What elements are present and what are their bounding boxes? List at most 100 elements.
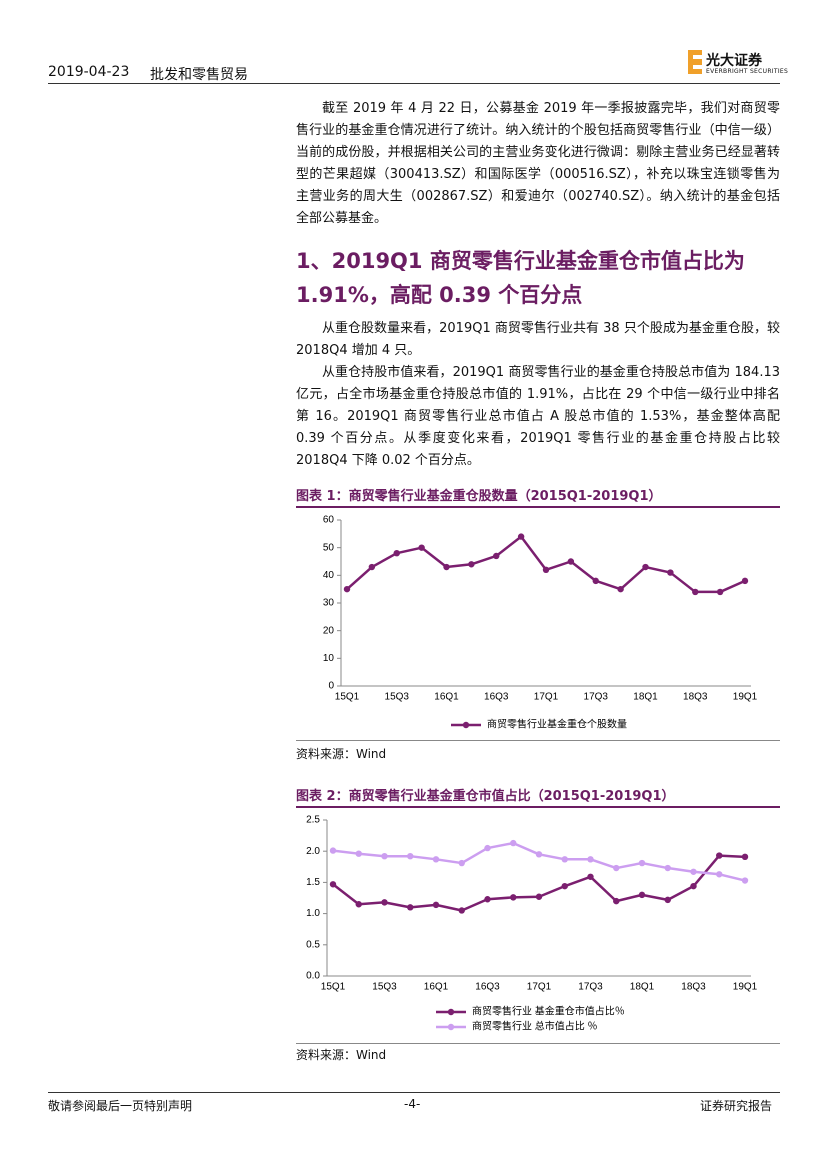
x-tick-label: 16Q1 — [424, 982, 449, 993]
x-tick-label: 16Q1 — [434, 692, 459, 703]
data-point — [393, 550, 400, 557]
data-point — [690, 868, 697, 875]
series-line — [346, 535, 746, 594]
data-point — [458, 859, 465, 867]
data-point — [638, 891, 646, 899]
data-point — [484, 844, 491, 852]
body-paragraph: 从重仓持股市值来看，2019Q1 商贸零售行业的基金重仓持股总市值为 184.1… — [296, 365, 780, 468]
y-tick-label: 60 — [323, 515, 335, 526]
x-tick-label: 18Q1 — [633, 692, 658, 703]
series-line — [332, 854, 746, 912]
x-tick-label: 19Q1 — [733, 982, 758, 993]
y-tick-label: 2.5 — [306, 815, 320, 826]
data-point — [716, 852, 723, 859]
data-point — [468, 561, 475, 568]
data-point — [592, 577, 599, 585]
legend-marker — [462, 721, 470, 729]
data-point — [587, 856, 594, 863]
data-point — [535, 851, 543, 858]
y-tick-label: 50 — [323, 542, 335, 553]
y-tick-label: 10 — [323, 653, 335, 664]
y-tick-label: 2.0 — [306, 846, 320, 857]
source-note: 资料来源：Wind — [296, 747, 387, 761]
data-point — [617, 585, 624, 593]
data-point — [741, 577, 749, 585]
data-point — [510, 839, 517, 847]
y-tick-label: 0.0 — [306, 971, 320, 982]
y-tick-label: 40 — [323, 570, 335, 581]
x-tick-label: 17Q1 — [534, 692, 559, 703]
x-tick-label: 17Q1 — [527, 982, 552, 993]
data-point — [510, 894, 517, 901]
footer-rule — [48, 1092, 780, 1093]
data-point — [613, 864, 620, 872]
x-tick-label: 18Q1 — [630, 982, 655, 993]
data-point — [690, 882, 697, 890]
data-point — [381, 899, 388, 906]
data-point — [716, 871, 723, 878]
data-point — [355, 901, 362, 908]
x-tick-label: 16Q3 — [484, 692, 509, 703]
y-tick-label: 30 — [323, 598, 335, 609]
data-point — [535, 893, 543, 900]
caption-rule — [296, 806, 780, 808]
data-point — [517, 533, 525, 540]
data-point — [493, 552, 500, 560]
data-point — [329, 847, 337, 854]
footer-right: 证券研究报告 — [700, 1099, 773, 1113]
page-number: -4- — [404, 1097, 421, 1111]
series-line — [332, 841, 746, 882]
x-tick-label: 15Q3 — [385, 692, 410, 703]
data-point — [642, 563, 649, 571]
data-point — [432, 901, 440, 909]
data-point — [587, 873, 594, 880]
legend-marker — [447, 1008, 455, 1016]
header-rule — [48, 83, 780, 84]
data-point — [432, 856, 440, 863]
data-point — [613, 897, 620, 905]
data-point — [664, 896, 671, 904]
data-point — [418, 544, 425, 551]
chart: 0.0 0.5 1.0 1.5 2.0 2.5 15Q1 15Q3 16Q1 16Q3 17Q1 17… — [306, 815, 758, 1033]
figure-caption: 图表 1：商贸零售行业基金重仓股数量（2015Q1-2019Q1） — [296, 489, 662, 504]
data-point — [484, 896, 491, 903]
y-tick-label: 0.5 — [306, 939, 320, 950]
x-tick-label: 15Q1 — [321, 982, 346, 993]
logo-en: EVERBRIGHT SECURITIES — [706, 68, 789, 75]
data-point — [567, 558, 575, 565]
data-point — [741, 877, 749, 884]
data-point — [407, 904, 414, 911]
caption-rule — [296, 506, 780, 508]
x-tick-label: 16Q3 — [475, 982, 500, 993]
data-point — [381, 852, 388, 860]
chart-rule — [296, 1043, 780, 1044]
legend-label: 商贸零售行业 基金重仓市值占比％ — [472, 1005, 625, 1018]
source-note: 资料来源：Wind — [296, 1048, 387, 1062]
data-point — [458, 907, 465, 914]
data-point — [692, 588, 699, 596]
y-tick-label: 1.5 — [306, 877, 320, 888]
x-tick-label: 18Q3 — [681, 982, 706, 993]
data-point — [443, 563, 450, 571]
data-point — [368, 563, 376, 571]
x-tick-label: 19Q1 — [733, 692, 758, 703]
x-tick-label: 15Q3 — [372, 982, 397, 993]
header-date: 2019-04-23 — [48, 64, 130, 80]
data-point — [667, 569, 674, 576]
legend-marker — [447, 1023, 455, 1031]
data-point — [355, 850, 362, 857]
legend-label: 商贸零售行业 总市值占比 ％ — [472, 1020, 598, 1033]
data-point — [638, 859, 646, 867]
section-heading: 1、2019Q1 商贸零售行业基金重仓市值占比为 1.91%，高配 0.39 个… — [296, 249, 745, 307]
data-point — [741, 853, 749, 861]
x-tick-label: 18Q3 — [683, 692, 708, 703]
data-point — [561, 856, 568, 863]
header-industry: 批发和零售贸易 — [150, 67, 248, 83]
data-point — [542, 566, 550, 573]
chart: 0 10 20 30 40 50 60 15Q1 15Q3 16Q1 16Q3 17Q1 17Q3 18Q… — [323, 515, 758, 731]
footer-left: 敬请参阅最后一页特别声明 — [48, 1099, 193, 1113]
logo-icon — [688, 50, 702, 74]
y-tick-label: 0 — [328, 681, 334, 692]
legend-label: 商贸零售行业基金重仓个股数量 — [487, 718, 627, 731]
x-tick-label: 17Q3 — [578, 982, 603, 993]
